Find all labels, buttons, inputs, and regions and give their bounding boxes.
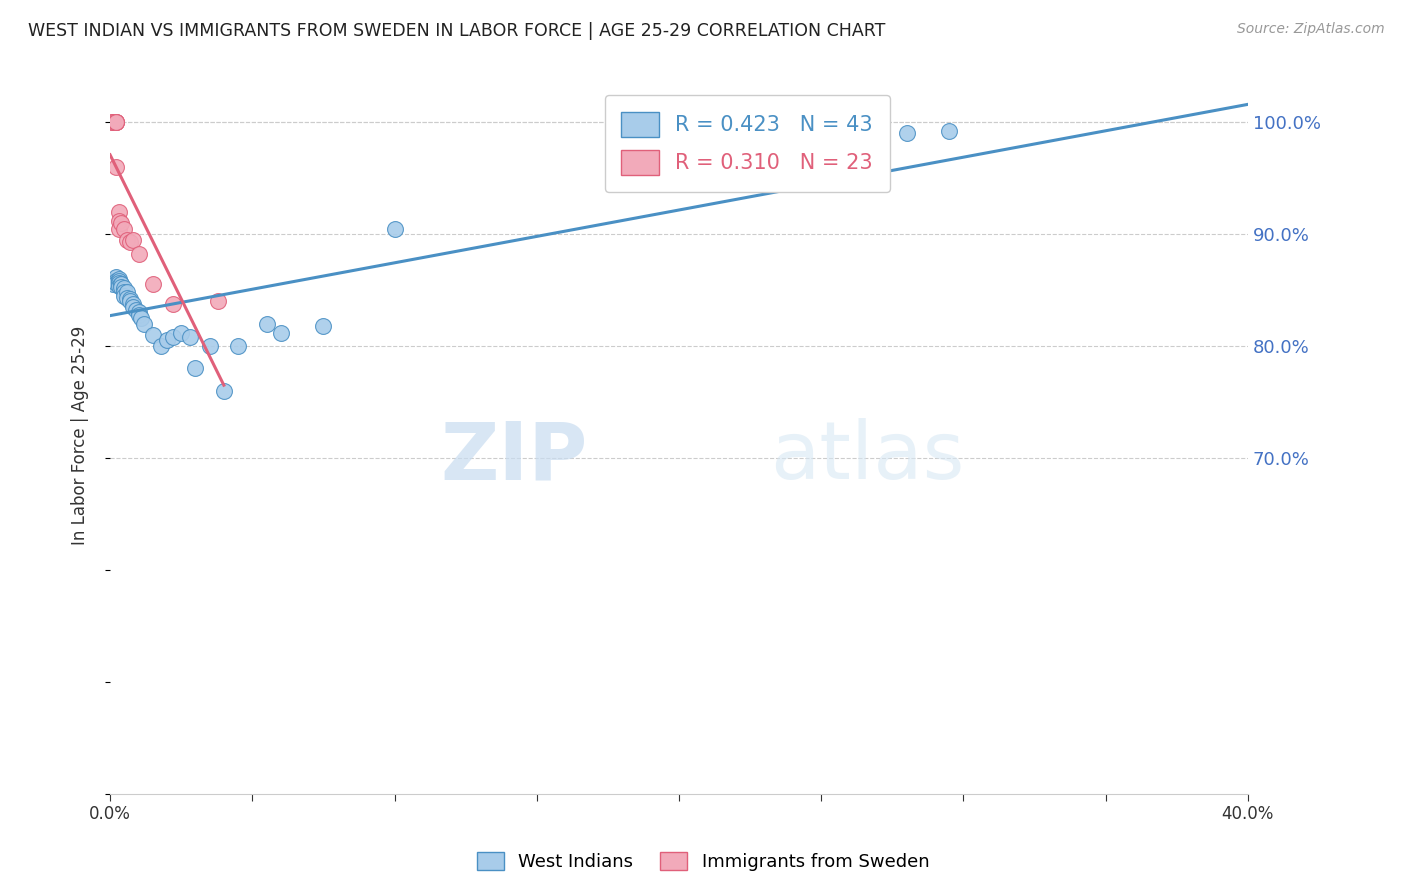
Point xyxy=(101,115,124,129)
Point xyxy=(270,326,292,340)
Point xyxy=(115,285,138,300)
Point xyxy=(121,300,143,314)
Point xyxy=(938,124,960,138)
Text: Source: ZipAtlas.com: Source: ZipAtlas.com xyxy=(1237,22,1385,37)
Point xyxy=(101,115,124,129)
Point xyxy=(101,115,124,129)
Point xyxy=(101,277,124,292)
Point xyxy=(121,233,143,247)
Point xyxy=(104,115,127,129)
Point xyxy=(107,274,129,288)
Point xyxy=(110,279,132,293)
Point xyxy=(198,339,221,353)
Point xyxy=(115,291,138,305)
Point xyxy=(162,330,184,344)
Point xyxy=(104,277,127,291)
Point xyxy=(142,277,165,292)
Point xyxy=(384,221,406,235)
Point xyxy=(112,281,135,295)
Point xyxy=(207,294,229,309)
Point xyxy=(118,292,141,306)
Point xyxy=(101,115,124,129)
Point xyxy=(150,339,173,353)
Text: ZIP: ZIP xyxy=(440,418,588,496)
Point xyxy=(312,318,335,333)
Point xyxy=(107,221,129,235)
Point xyxy=(121,296,143,310)
Point xyxy=(134,317,156,331)
Point xyxy=(118,294,141,309)
Point xyxy=(128,305,150,319)
Point xyxy=(112,288,135,302)
Point xyxy=(101,115,124,129)
Point xyxy=(101,274,124,288)
Y-axis label: In Labor Force | Age 25-29: In Labor Force | Age 25-29 xyxy=(72,326,89,545)
Point xyxy=(104,115,127,129)
Point xyxy=(110,277,132,292)
Point xyxy=(107,278,129,293)
Point xyxy=(101,115,124,129)
Point xyxy=(112,221,135,235)
Point xyxy=(107,204,129,219)
Point xyxy=(896,127,918,141)
Point xyxy=(107,277,129,291)
Legend: R = 0.423   N = 43, R = 0.310   N = 23: R = 0.423 N = 43, R = 0.310 N = 23 xyxy=(605,95,890,192)
Point xyxy=(115,233,138,247)
Point xyxy=(107,272,129,286)
Point xyxy=(128,247,150,261)
Point xyxy=(226,339,249,353)
Text: WEST INDIAN VS IMMIGRANTS FROM SWEDEN IN LABOR FORCE | AGE 25-29 CORRELATION CHA: WEST INDIAN VS IMMIGRANTS FROM SWEDEN IN… xyxy=(28,22,886,40)
Point xyxy=(179,330,201,344)
Point xyxy=(110,216,132,230)
Legend: West Indians, Immigrants from Sweden: West Indians, Immigrants from Sweden xyxy=(470,845,936,879)
Point xyxy=(212,384,235,398)
Point xyxy=(256,317,278,331)
Point xyxy=(110,277,132,292)
Point xyxy=(184,361,207,376)
Point xyxy=(104,115,127,129)
Point xyxy=(131,311,153,326)
Point xyxy=(118,235,141,249)
Point xyxy=(124,303,146,318)
Point xyxy=(104,160,127,174)
Point xyxy=(104,269,127,284)
Point xyxy=(112,283,135,297)
Point xyxy=(170,326,193,340)
Point xyxy=(128,308,150,322)
Point xyxy=(107,213,129,227)
Point xyxy=(112,285,135,300)
Point xyxy=(162,296,184,310)
Point xyxy=(104,274,127,288)
Point xyxy=(142,327,165,342)
Text: atlas: atlas xyxy=(770,418,965,496)
Point xyxy=(156,334,179,348)
Point xyxy=(104,115,127,129)
